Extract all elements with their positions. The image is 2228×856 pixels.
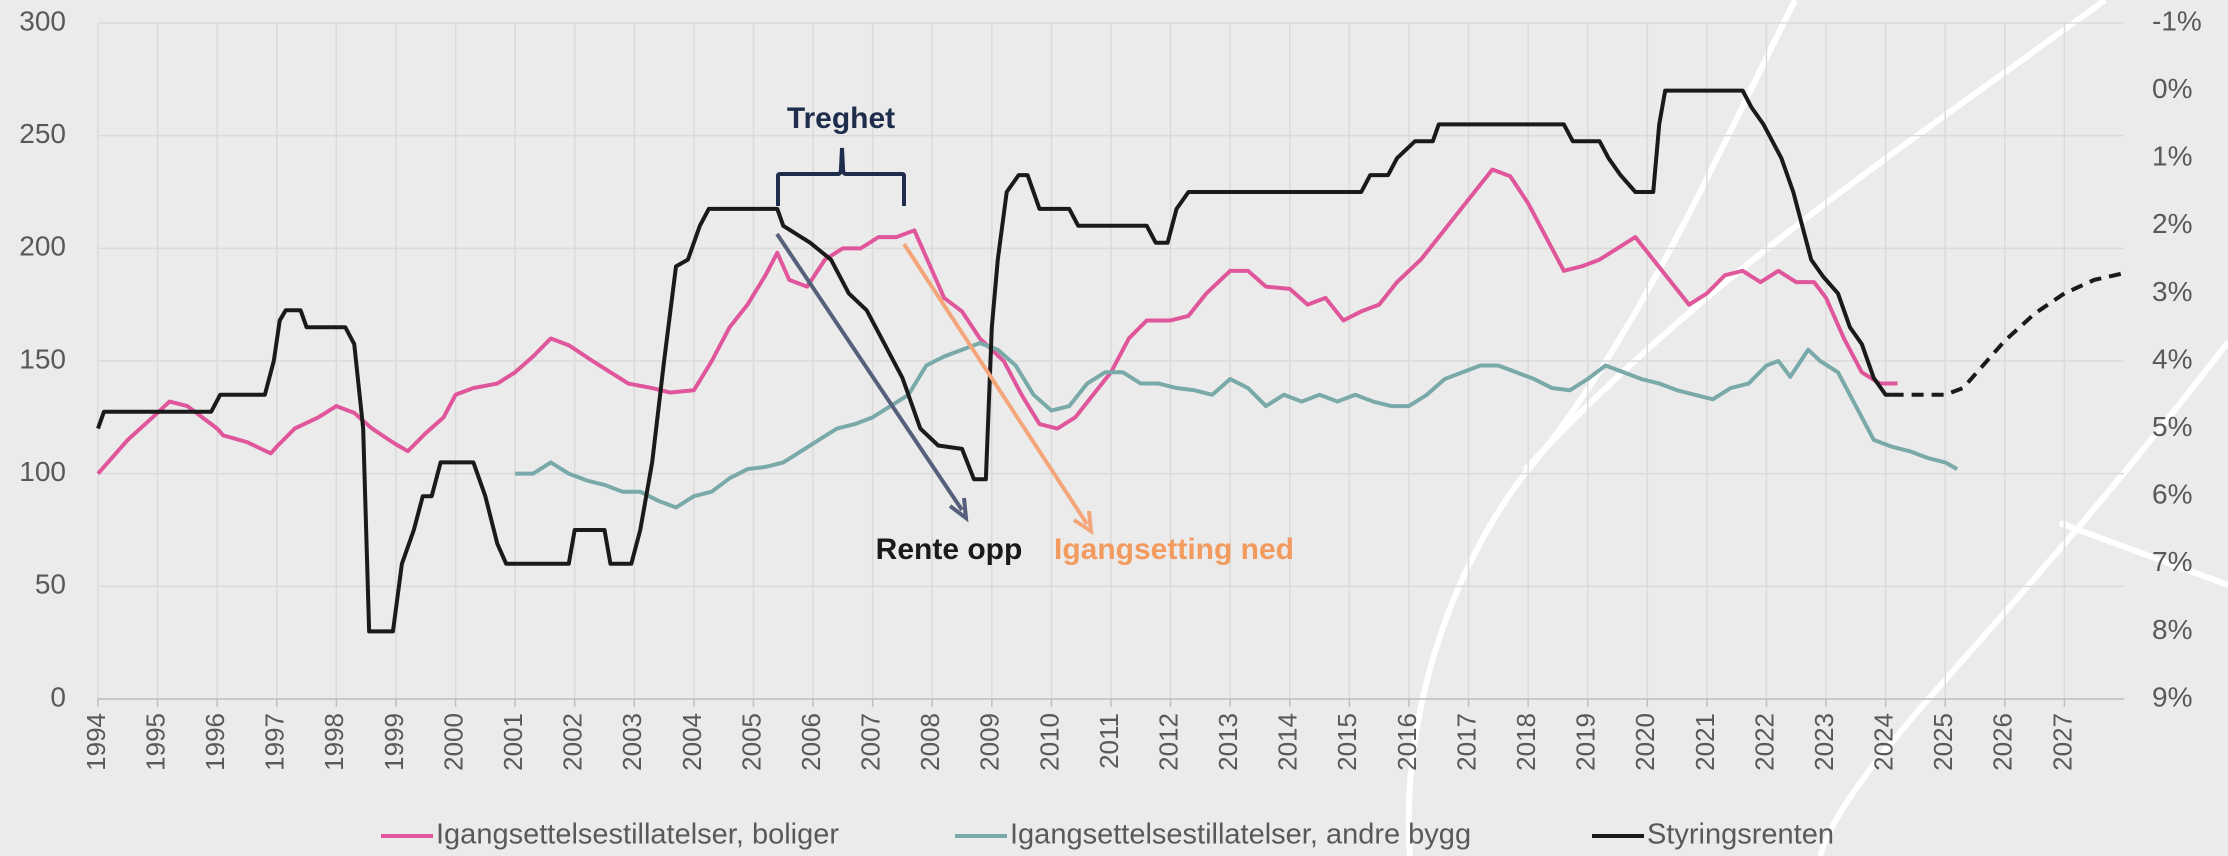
y2-tick-label: -1%: [2152, 5, 2202, 36]
y2-tick-label: 6%: [2152, 479, 2192, 510]
x-tick-label: 1997: [260, 713, 290, 771]
y-tick-label: 150: [19, 343, 66, 374]
x-tick-label: 2011: [1094, 713, 1124, 769]
y2-tick-label: 3%: [2152, 276, 2192, 307]
x-tick-label: 2012: [1153, 713, 1183, 771]
x-tick-label: 2001: [498, 713, 528, 771]
x-tick-label: 1994: [81, 713, 111, 771]
x-tick-label: 2020: [1630, 713, 1660, 771]
x-tick-label: 1995: [140, 713, 170, 771]
y2-tick-label: 9%: [2152, 681, 2192, 712]
y2-tick-label: 4%: [2152, 343, 2192, 374]
legend-label: Styringsrenten: [1647, 819, 1834, 851]
legend-label: Igangsettelsestillatelser, andre bygg: [1010, 819, 1471, 851]
x-tick-label: 2000: [438, 713, 468, 771]
x-tick-label: 2027: [2047, 713, 2077, 771]
x-tick-label: 1999: [379, 713, 409, 771]
x-tick-label: 2019: [1571, 713, 1601, 771]
x-tick-label: 2018: [1511, 713, 1541, 771]
y2-tick-label: 7%: [2152, 546, 2192, 577]
x-tick-label: 2006: [796, 713, 826, 771]
x-tick-label: 1998: [319, 713, 349, 771]
x-tick-label: 2024: [1869, 713, 1899, 771]
y2-tick-label: 5%: [2152, 411, 2192, 442]
x-tick-label: 2005: [736, 713, 766, 771]
x-tick-label: 2007: [856, 713, 886, 771]
x-tick-label: 2008: [915, 713, 945, 771]
x-tick-label: 2026: [1988, 713, 2018, 771]
x-tick-label: 2009: [975, 713, 1005, 771]
chart: 0 50 100 150 200 250 300 -1% 0% 1% 2% 3% 4% 5% 6% 7% 8% 9…: [0, 0, 2228, 856]
x-tick-label: 2014: [1273, 713, 1303, 771]
y-tick-label: 50: [35, 569, 66, 600]
x-tick-label: 2023: [1809, 713, 1839, 771]
x-tick-label: 2004: [677, 713, 707, 771]
x-tick-label: 2002: [558, 713, 588, 771]
y2-tick-label: 0%: [2152, 73, 2192, 104]
y2-tick-label: 1%: [2152, 141, 2192, 172]
x-tick-label: 2015: [1332, 713, 1362, 771]
y-tick-label: 100: [19, 456, 66, 487]
x-tick-label: 2025: [1928, 713, 1958, 771]
y-tick-label: 250: [19, 118, 66, 149]
x-tick-label: 1996: [200, 713, 230, 771]
annotation: Rente opp: [876, 533, 1023, 566]
annotation: Treghet: [787, 102, 895, 135]
legend-label: Igangsettelsestillatelser, boliger: [436, 819, 839, 851]
x-tick-label: 2003: [617, 713, 647, 771]
y-tick-label: 0: [50, 681, 66, 712]
x-tick-label: 2013: [1213, 713, 1243, 771]
x-tick-label: 2010: [1034, 713, 1064, 771]
x-tick-label: 2016: [1392, 713, 1422, 771]
y2-tick-label: 8%: [2152, 614, 2192, 645]
x-tick-label: 2021: [1690, 713, 1720, 771]
x-tick-label: 2017: [1451, 713, 1481, 771]
y-tick-label: 300: [19, 5, 66, 36]
annotation: Igangsetting ned: [1054, 533, 1294, 566]
y2-tick-label: 2%: [2152, 208, 2192, 239]
y-tick-label: 200: [19, 231, 66, 262]
x-tick-label: 2022: [1749, 713, 1779, 771]
